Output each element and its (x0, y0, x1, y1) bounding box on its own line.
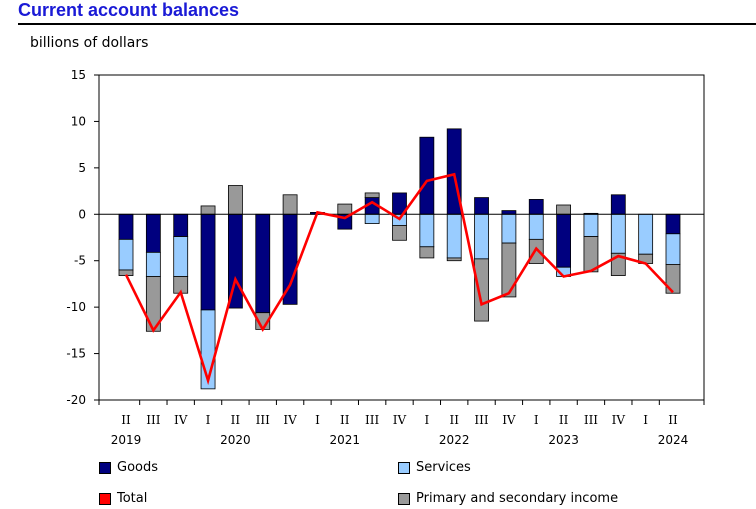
bar-primary-secondary (337, 203, 353, 215)
bars-group (118, 128, 681, 390)
x-tick-label: III (256, 413, 270, 427)
x-tick-label: III (584, 413, 598, 427)
bar-goods (556, 213, 571, 268)
bar-services (364, 213, 380, 224)
y-tick-label: 15 (71, 68, 86, 82)
bar-goods (255, 213, 271, 314)
year-label: 2022 (439, 433, 470, 447)
x-tick-label: II (559, 413, 569, 427)
year-label: 2024 (658, 433, 689, 447)
y-axis: 15 10 5 0 -5 -10 -15 -20 (66, 68, 99, 407)
bar-primary-secondary (665, 264, 681, 294)
bar-primary-secondary (364, 192, 380, 198)
y-tick-label: -20 (66, 393, 86, 407)
bar-services (145, 251, 161, 277)
bar-goods (501, 210, 517, 215)
legend-primary-secondary-swatch (398, 492, 410, 505)
legend-goods-swatch (99, 461, 111, 474)
bar-primary-secondary (474, 258, 489, 322)
bar-primary-secondary (200, 205, 216, 215)
bar-primary-secondary (227, 185, 243, 215)
bar-services (173, 236, 189, 277)
bar-services (419, 213, 435, 248)
x-tick-label: III (146, 413, 160, 427)
y-tick-label: -15 (66, 347, 86, 361)
bar-primary-secondary (446, 257, 462, 262)
bar-services (474, 213, 489, 260)
title-rule (18, 23, 756, 25)
bar-services (610, 213, 626, 254)
x-tick-label: I (315, 413, 320, 427)
bar-primary-secondary (583, 236, 599, 273)
x-axis: II III IV I II III IV I II III IV I II III IV I II III IV I… (98, 400, 705, 447)
x-tick-label: IV (283, 413, 297, 427)
bar-services (118, 238, 134, 271)
x-tick-label: II (340, 413, 350, 427)
legend-primary-secondary: Primary and secondary income (398, 491, 618, 506)
x-tick-label: II (668, 413, 678, 427)
bar-services (638, 213, 654, 255)
y-tick-label: 0 (78, 207, 86, 221)
x-tick-label: IV (174, 413, 188, 427)
bar-goods (665, 213, 681, 235)
bar-primary-secondary (528, 238, 544, 264)
legend-goods: Goods (99, 460, 158, 475)
x-tick-label: I (534, 413, 539, 427)
y-tick-label: 5 (78, 161, 86, 175)
bar-services (501, 213, 517, 244)
total-line (124, 172, 674, 386)
x-tick-label: III (474, 413, 488, 427)
y-tick-label: -5 (74, 254, 86, 268)
x-tick-label: III (365, 413, 379, 427)
legend-total-label: Total (117, 491, 148, 506)
x-tick-label: I (643, 413, 648, 427)
legend-services-label: Services (416, 460, 471, 475)
bar-services (665, 233, 681, 265)
chart-title: Current account balances (18, 0, 240, 20)
year-label: 2019 (111, 433, 142, 447)
y-tick-label: 10 (71, 114, 86, 128)
x-tick-label: IV (502, 413, 516, 427)
bar-primary-secondary (392, 225, 407, 241)
bar-primary-secondary (556, 204, 571, 215)
bar-goods (528, 199, 544, 215)
x-tick-label: II (121, 413, 131, 427)
bar-primary-secondary (419, 246, 435, 259)
x-tick-label: I (424, 413, 429, 427)
bar-services (583, 213, 599, 237)
legend-goods-label: Goods (117, 460, 159, 475)
legend-services: Services (398, 460, 471, 475)
bar-primary-secondary (501, 242, 517, 298)
bar-goods (474, 197, 489, 215)
legend-total: Total (99, 491, 147, 506)
x-tick-label: IV (612, 413, 626, 427)
legend-total-swatch (99, 492, 111, 505)
year-label: 2021 (330, 433, 361, 447)
x-tick-label: II (449, 413, 459, 427)
bar-services (528, 213, 544, 240)
bar-goods (173, 213, 189, 237)
legend-services-swatch (398, 461, 410, 474)
x-tick-label: II (231, 413, 241, 427)
x-tick-label: IV (393, 413, 407, 427)
year-label: 2020 (220, 433, 251, 447)
bar-primary-secondary (282, 194, 298, 215)
bar-services (446, 213, 462, 259)
plot-frame (98, 74, 705, 401)
x-tick-label: I (206, 413, 211, 427)
y-tick-label: -10 (66, 300, 86, 314)
bar-goods (145, 213, 161, 253)
year-label: 2023 (548, 433, 579, 447)
bar-goods (610, 194, 626, 215)
legend-primary-secondary-label: Primary and secondary income (416, 491, 619, 506)
unit-label: billions of dollars (30, 35, 149, 51)
bar-goods (118, 213, 134, 240)
bar-goods (200, 213, 216, 311)
bar-goods (419, 136, 435, 215)
